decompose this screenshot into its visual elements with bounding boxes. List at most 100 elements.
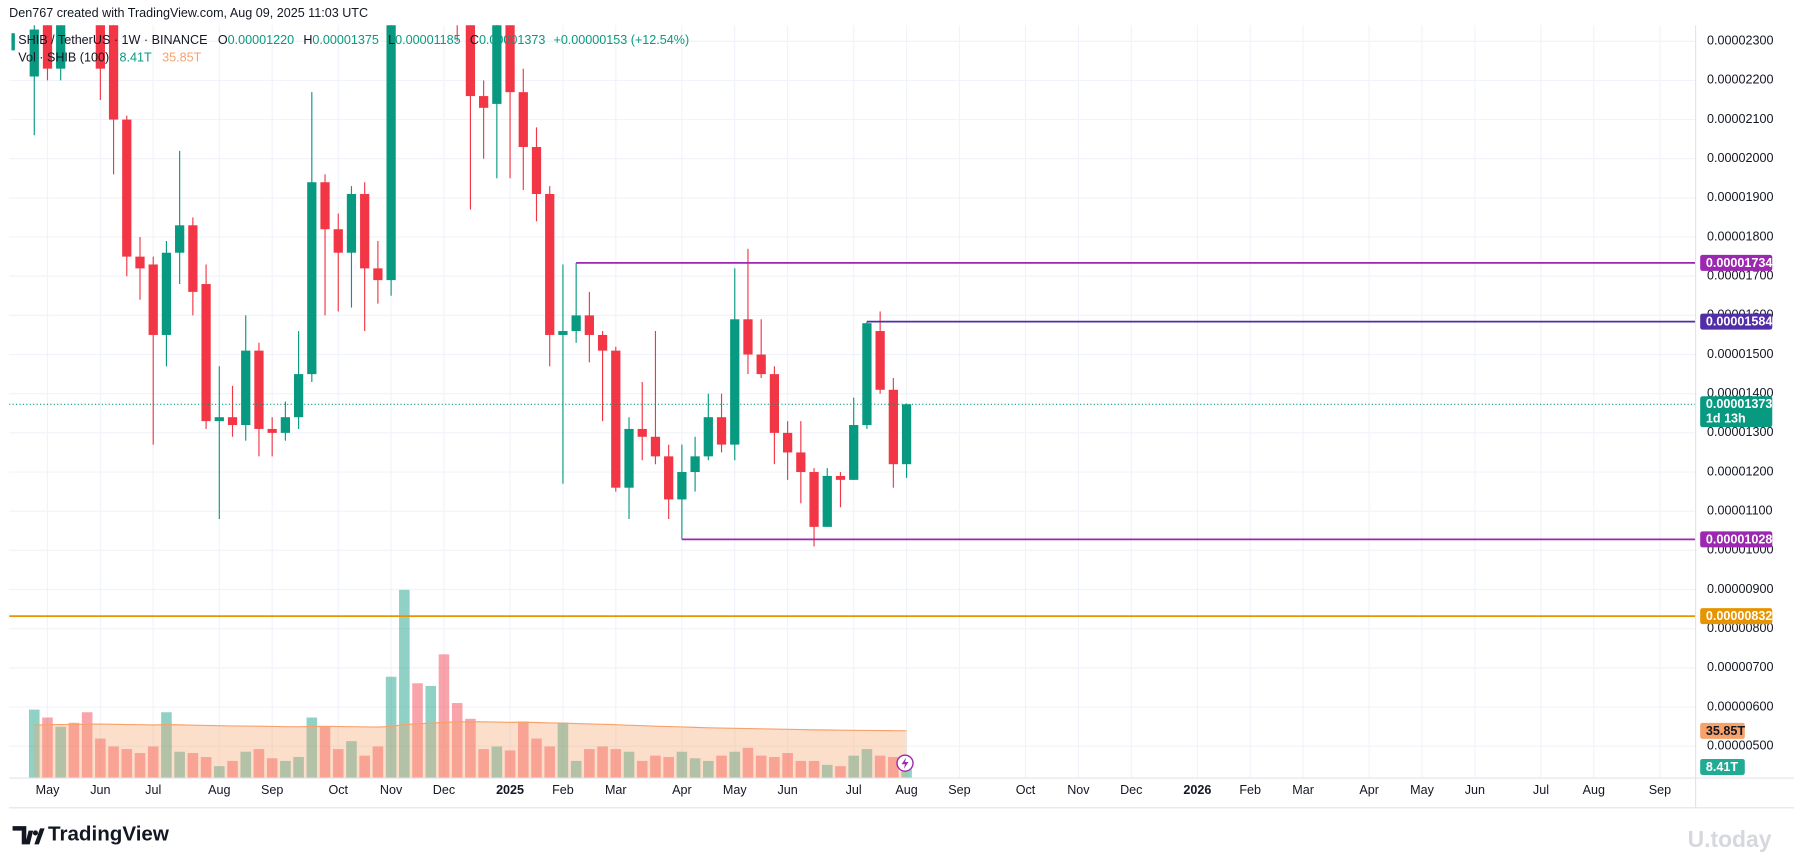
level-label: 0.00001734 (1706, 256, 1772, 270)
candle-body (531, 146, 542, 194)
volume-bar (280, 760, 291, 779)
candle-body (650, 436, 661, 457)
countdown: 1d 13h (1706, 411, 1746, 425)
candle-body (769, 374, 780, 433)
x-tick-label: Jul (145, 783, 161, 797)
x-tick-label: Aug (1583, 783, 1605, 797)
volume-bar (319, 726, 331, 779)
y-tick-label: 0.00001100 (1707, 504, 1773, 518)
volume-bar (28, 709, 40, 779)
volume-bar (650, 755, 661, 779)
candle-body (69, 0, 78, 2)
x-tick-label: May (723, 783, 747, 797)
candle-body (280, 417, 291, 433)
brand: TradingView (48, 823, 170, 846)
y-tick-label: 0.00000700 (1707, 660, 1773, 674)
volume-bar (782, 753, 793, 779)
volume-bar (544, 746, 556, 779)
candle-body (545, 193, 555, 335)
volume-badge-label: 35.85T (1706, 724, 1745, 738)
candle-body (465, 25, 476, 97)
volume-bar (200, 756, 212, 779)
volume-bar (584, 749, 595, 779)
volume-bar (412, 683, 423, 779)
volume-name: Vol · SHIB (100) (18, 51, 109, 65)
candle-body (558, 331, 568, 335)
candle-body (690, 456, 700, 473)
level-badge (1700, 531, 1773, 548)
candle-body (835, 475, 846, 480)
ohlc-key: C (470, 34, 479, 48)
x-tick-label: Apr (672, 783, 692, 797)
volume-bar (359, 755, 370, 779)
candle-body (730, 319, 740, 445)
x-tick-label: Dec (1120, 783, 1142, 797)
candle-body (597, 334, 608, 351)
candle-body (122, 119, 132, 257)
legend: SHIB / TetherUS · 1W · BINANCE O0.000012… (11, 33, 689, 65)
last-price-badge (1700, 396, 1773, 428)
volume-bar (769, 756, 780, 779)
x-tick-label: Sep (1649, 783, 1671, 797)
volume-last: 8.41T (120, 51, 152, 65)
candle-body (611, 350, 621, 488)
volume-bar (901, 766, 912, 779)
y-tick-label: 0.00001500 (1707, 347, 1773, 361)
x-tick-label: May (36, 783, 60, 797)
volume-bar (703, 760, 714, 779)
volume-bar (610, 749, 622, 779)
plot (9, 0, 1696, 779)
volume-bar (808, 760, 820, 779)
volume-bar (346, 741, 357, 779)
candle-body (320, 182, 330, 230)
candle-body (756, 354, 766, 375)
x-tick-label: Mar (1292, 783, 1314, 797)
volume-bar (42, 717, 53, 779)
x-tick-label: Jul (1533, 783, 1549, 797)
x-tick-label: Jun (777, 783, 797, 797)
level-label: 0.00000832 (1706, 609, 1772, 623)
x-tick-label: Jul (846, 783, 862, 797)
candle-body (108, 25, 119, 120)
volume-bar (68, 722, 80, 779)
x-tick-label: Mar (605, 783, 627, 797)
y-tick-label: 0.00002000 (1707, 151, 1773, 165)
volume-bar (557, 722, 569, 779)
candle-body (293, 374, 304, 418)
volume-bar (742, 747, 754, 779)
candle-body (518, 92, 528, 147)
volume-bar (861, 749, 873, 779)
y-tick-label: 0.00001700 (1707, 269, 1773, 283)
ohlc-value: 0.00001220 (228, 34, 294, 48)
candle-body (505, 25, 515, 93)
candle-body (901, 404, 912, 465)
x-tick-label: Apr (1359, 783, 1379, 797)
last-price-label: 0.00001373 (1706, 397, 1772, 411)
volume-bar (240, 751, 252, 779)
legend-marker (11, 33, 15, 51)
volume-bar (134, 753, 146, 779)
candle-body (624, 428, 634, 488)
y-tick-label: 0.00002100 (1707, 112, 1773, 126)
candle-body (214, 417, 224, 422)
x-tick-label: Sep (261, 783, 283, 797)
candle-body (95, 25, 105, 69)
ohlc-value: 0.00001375 (312, 34, 378, 48)
level-label: 0.00001028 (1706, 532, 1772, 546)
volume-bar (597, 746, 608, 779)
watermark: U.today (1688, 826, 1772, 852)
volume-bar (293, 756, 304, 779)
candle-body (862, 323, 872, 426)
volume-bar (795, 760, 807, 779)
candle-body (479, 96, 489, 108)
ohlc-value: 0.00001185 (395, 34, 461, 48)
volume-bar (121, 749, 133, 779)
x-tick-label: Jun (1465, 783, 1485, 797)
volume-bar (108, 746, 119, 779)
volume-bar (306, 717, 318, 779)
candle-body (254, 350, 264, 429)
volume-bar (888, 756, 899, 779)
volume-bar (55, 726, 66, 779)
volume-bar (835, 766, 846, 779)
